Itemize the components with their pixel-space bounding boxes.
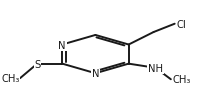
Text: S: S [34, 60, 40, 70]
Text: Cl: Cl [176, 20, 186, 30]
Text: N: N [58, 41, 66, 51]
Text: NH: NH [148, 64, 163, 74]
Text: N: N [92, 69, 99, 79]
Text: CH₃: CH₃ [2, 74, 20, 84]
Text: CH₃: CH₃ [173, 75, 191, 85]
